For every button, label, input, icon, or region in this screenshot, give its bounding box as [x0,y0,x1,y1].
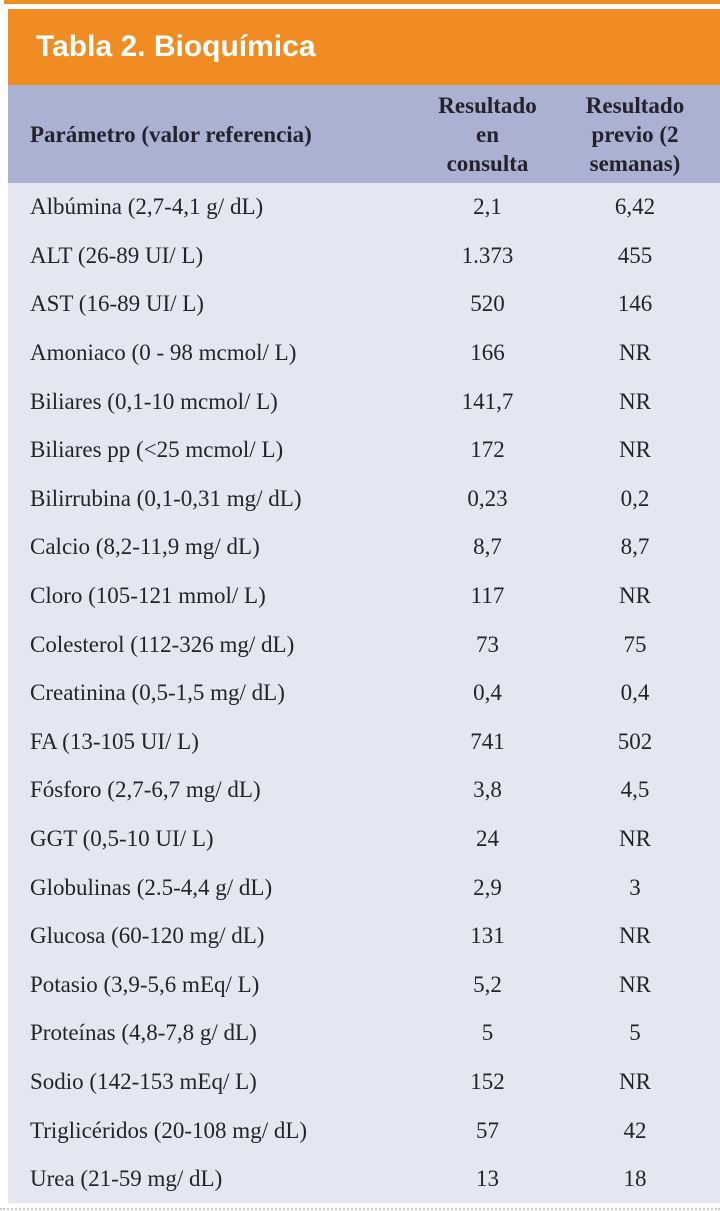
parameter-cell: Bilirrubina (0,1-0,31 mg/ dL) [30,485,302,511]
result-previo-cell: 5 [629,1020,641,1046]
result-previo-cell: 18 [623,1166,647,1192]
result-previo-cell: 6,42 [614,194,656,220]
table-row: Proteínas (4,8-7,8 g/ dL) 5 5 [8,1009,720,1058]
result-previo-cell: 42 [623,1117,647,1143]
column-header-resultado-previo: Resultado previo (2 semanas) [585,92,685,176]
result-previo-cell: NR [619,923,651,949]
table-row: Colesterol (112-326 mg/ dL) 73 75 [8,620,720,669]
table-row: Sodio (142-153 mEq/ L) 152 NR [8,1058,720,1107]
result-consulta-cell: 57 [476,1117,499,1143]
result-consulta-cell: 152 [470,1068,505,1094]
table-row: Urea (21-59 mg/ dL) 13 18 [8,1155,720,1204]
parameter-cell: ALT (26-89 UI/ L) [30,242,204,268]
table-row: Amoniaco (0 - 98 mcmol/ L) 166 NR [8,329,720,378]
parameter-cell: GGT (0,5-10 UI/ L) [30,826,214,852]
parameter-cell: Sodio (142-153 mEq/ L) [30,1068,257,1094]
parameter-cell: AST (16-89 UI/ L) [30,291,204,317]
table-row: Albúmina (2,7-4,1 g/ dL) 2,1 6,42 [8,183,720,232]
table-title-bar: Tabla 2. Bioquímica [8,9,720,85]
parameter-cell: Albúmina (2,7-4,1 g/ dL) [30,194,264,220]
parameter-cell: Biliares pp (<25 mcmol/ L) [30,437,284,463]
result-previo-cell: 0,4 [620,680,650,706]
table-row: AST (16-89 UI/ L) 520 146 [8,280,720,329]
table-row: Creatinina (0,5-1,5 mg/ dL) 0,4 0,4 [8,669,720,718]
result-previo-cell: NR [619,340,651,366]
result-previo-cell: NR [619,583,651,609]
parameter-cell: Biliares (0,1-10 mcmol/ L) [30,388,278,414]
table-row: Cloro (105-121 mmol/ L) 117 NR [8,572,720,621]
result-consulta-cell: 1.373 [461,242,514,268]
table-row: Potasio (3,9-5,6 mEq/ L) 5,2 NR [8,961,720,1010]
result-consulta-cell: 172 [470,437,505,463]
parameter-cell: Globulinas (2.5-4,4 g/ dL) [30,874,273,900]
table-row: Triglicéridos (20-108 mg/ dL) 57 42 [8,1106,720,1155]
table-row: FA (13-105 UI/ L) 741 502 [8,718,720,767]
bottom-dotted-divider [0,1208,720,1210]
result-previo-cell: NR [619,971,651,997]
table-title: Tabla 2. Bioquímica [36,30,316,63]
result-previo-cell: 502 [617,728,653,754]
table-row: Biliares (0,1-10 mcmol/ L) 141,7 NR [8,377,720,426]
result-consulta-cell: 8,7 [473,534,502,560]
result-consulta-cell: 5 [481,1020,494,1046]
parameter-cell: Amoniaco (0 - 98 mcmol/ L) [30,340,297,366]
table-body: Albúmina (2,7-4,1 g/ dL) 2,1 6,42 ALT (2… [8,183,720,1204]
table-row: ALT (26-89 UI/ L) 1.373 455 [8,232,720,281]
parameter-cell: Glucosa (60-120 mg/ dL) [30,923,265,949]
result-previo-cell: NR [619,826,651,852]
parameter-cell: Calcio (8,2-11,9 mg/ dL) [30,534,260,560]
parameter-cell: Cloro (105-121 mmol/ L) [30,583,266,609]
table-row: Glucosa (60-120 mg/ dL) 131 NR [8,912,720,961]
result-consulta-cell: 13 [476,1166,499,1192]
biochemistry-table-card: Tabla 2. Bioquímica Parámetro (valor ref… [8,9,720,1204]
result-previo-cell: 4,5 [620,777,650,803]
parameter-cell: FA (13-105 UI/ L) [30,728,199,754]
result-consulta-cell: 24 [476,826,499,852]
parameter-cell: Proteínas (4,8-7,8 g/ dL) [30,1020,257,1046]
result-previo-cell: 75 [623,631,647,657]
result-consulta-cell: 131 [470,923,505,949]
result-previo-cell: 455 [617,242,653,268]
result-consulta-cell: 0,4 [473,680,502,706]
result-consulta-cell: 117 [470,583,505,609]
column-header-resultado-consulta: Resultado en consulta [438,92,537,176]
result-previo-cell: 0,2 [620,485,650,511]
result-previo-cell: NR [619,388,651,414]
parameter-cell: Triglicéridos (20-108 mg/ dL) [30,1117,308,1143]
parameter-cell: Colesterol (112-326 mg/ dL) [30,631,295,657]
table-row: Fósforo (2,7-6,7 mg/ dL) 3,8 4,5 [8,766,720,815]
table-row: Globulinas (2.5-4,4 g/ dL) 2,9 3 [8,863,720,912]
result-previo-cell: NR [619,437,651,463]
result-previo-cell: 8,7 [620,534,650,560]
parameter-cell: Fósforo (2,7-6,7 mg/ dL) [30,777,261,803]
table-row: Bilirrubina (0,1-0,31 mg/ dL) 0,23 0,2 [8,475,720,524]
result-consulta-cell: 520 [470,291,505,317]
top-accent-strip [4,0,720,4]
parameter-cell: Urea (21-59 mg/ dL) [30,1166,223,1192]
result-consulta-cell: 73 [476,631,499,657]
result-consulta-cell: 2,9 [473,874,502,900]
result-consulta-cell: 3,8 [473,777,502,803]
result-previo-cell: 146 [617,291,653,317]
table-row: Biliares pp (<25 mcmol/ L) 172 NR [8,426,720,475]
column-header-parametro: Parámetro (valor referencia) [30,121,312,147]
result-consulta-cell: 166 [470,340,505,366]
table-row: GGT (0,5-10 UI/ L) 24 NR [8,815,720,864]
parameter-cell: Potasio (3,9-5,6 mEq/ L) [30,971,260,997]
result-consulta-cell: 0,23 [467,485,508,511]
result-consulta-cell: 2,1 [473,194,502,220]
result-consulta-cell: 5,2 [473,971,502,997]
table-header-row: Parámetro (valor referencia) Resultado e… [8,85,720,183]
result-previo-cell: 3 [629,874,641,900]
result-previo-cell: NR [619,1068,651,1094]
result-consulta-cell: 141,7 [461,388,514,414]
table-row: Calcio (8,2-11,9 mg/ dL) 8,7 8,7 [8,523,720,572]
parameter-cell: Creatinina (0,5-1,5 mg/ dL) [30,680,285,706]
result-consulta-cell: 741 [470,728,505,754]
